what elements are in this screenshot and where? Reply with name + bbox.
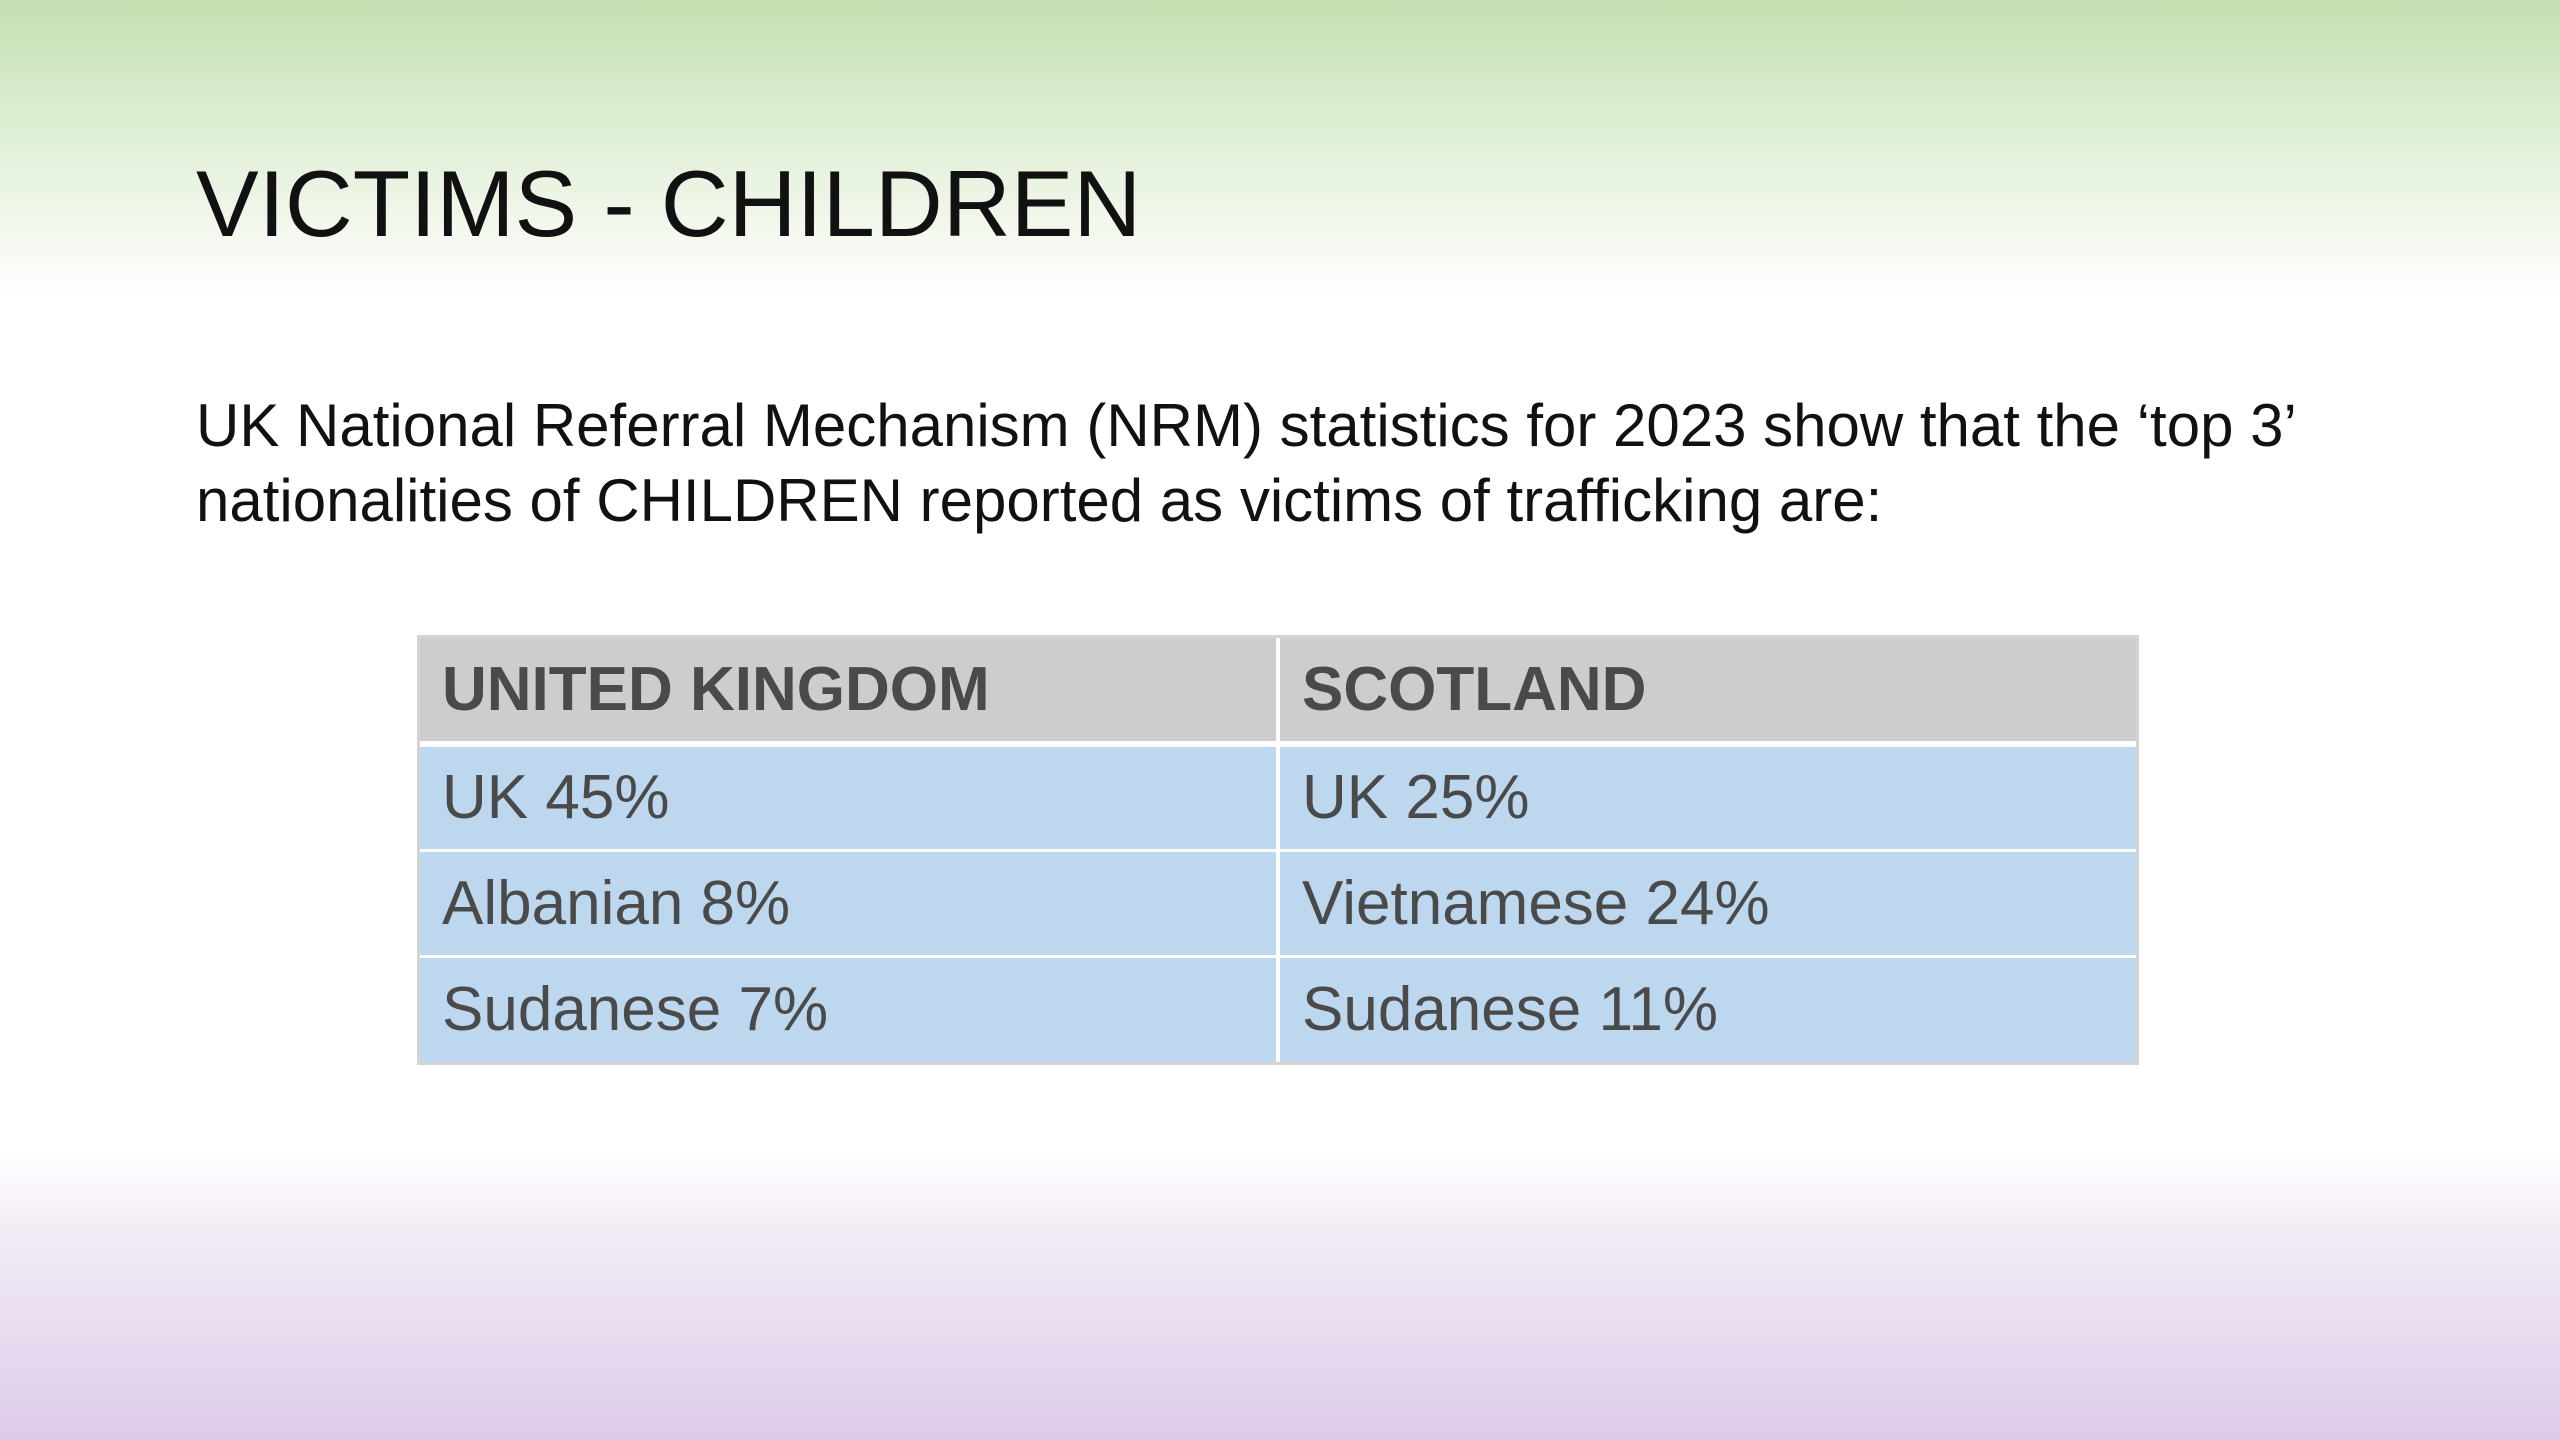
table-cell-scotland: Sudanese 11% — [1278, 954, 2136, 1062]
table-row: UK 45% UK 25% — [420, 742, 2136, 850]
slide-body-text: UK National Referral Mechanism (NRM) sta… — [196, 392, 2295, 534]
table-row: Sudanese 7% Sudanese 11% — [420, 954, 2136, 1062]
table-cell-scotland: UK 25% — [1278, 742, 2136, 850]
nationalities-table: UNITED KINGDOM SCOTLAND UK 45% UK 25% Al… — [417, 635, 2139, 1065]
table-cell-uk: Sudanese 7% — [420, 954, 1280, 1062]
table-cell-scotland: Vietnamese 24% — [1278, 848, 2136, 956]
table-cell-uk: Albanian 8% — [420, 848, 1280, 956]
table-header-row: UNITED KINGDOM SCOTLAND — [420, 638, 2136, 747]
slide-title: VICTIMS - CHILDREN — [196, 151, 1142, 256]
table-cell-uk: UK 45% — [420, 742, 1280, 850]
header-united-kingdom: UNITED KINGDOM — [420, 638, 1280, 747]
header-scotland: SCOTLAND — [1278, 638, 2136, 747]
table-row: Albanian 8% Vietnamese 24% — [420, 848, 2136, 956]
